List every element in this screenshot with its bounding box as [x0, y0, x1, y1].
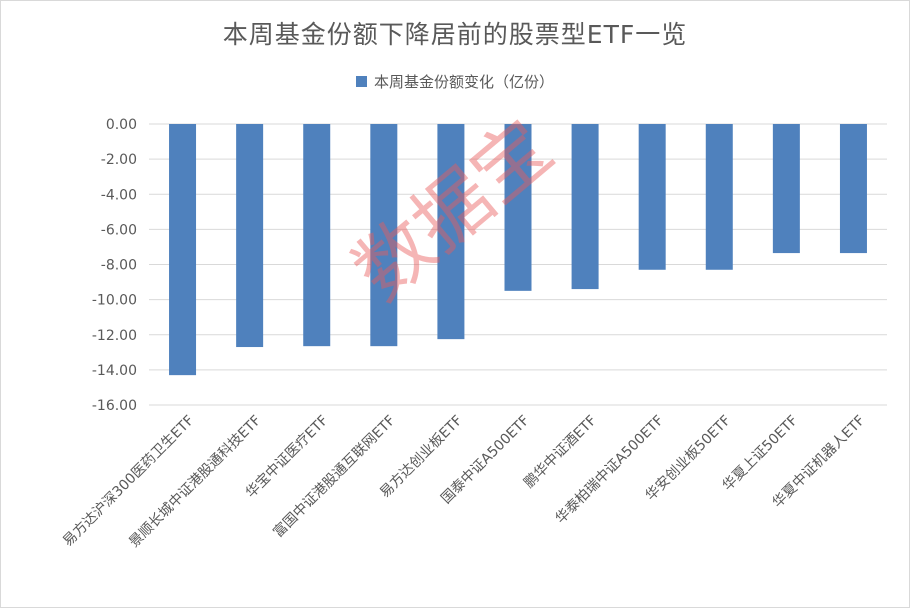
y-tick-label: -4.00	[101, 187, 137, 203]
x-axis-category-labels: 易方达沪深300医药卫生ETF景顺长城中证港股通科技ETF华宝中证医疗ETF富国…	[60, 412, 868, 551]
x-category-label: 景顺长城中证港股通科技ETF	[126, 413, 264, 551]
bar	[638, 124, 666, 270]
legend-swatch	[355, 75, 367, 87]
bar	[705, 124, 733, 270]
bar	[169, 124, 197, 376]
y-tick-label: -12.00	[92, 328, 137, 344]
y-tick-label: -2.00	[101, 152, 137, 168]
bars	[169, 124, 867, 376]
bar	[303, 124, 331, 347]
bar	[437, 124, 465, 340]
chart-title: 本周基金份额下降居前的股票型ETF一览	[222, 20, 688, 49]
bar	[571, 124, 599, 290]
y-tick-label: -14.00	[92, 363, 137, 379]
x-category-label: 华泰柏瑞中证A500ETF	[553, 413, 667, 527]
y-axis-tick-labels: 0.00 -2.00 -4.00 -6.00 -8.00 -10.00 -12.00 -14.…	[92, 117, 137, 414]
legend-label: 本周基金份额变化（亿份）	[373, 72, 554, 91]
y-tick-label: -10.00	[92, 293, 137, 309]
bar	[236, 124, 264, 348]
bar	[370, 124, 398, 347]
y-tick-label: 0.00	[106, 117, 137, 133]
bar	[504, 124, 532, 291]
x-category-label: 易方达沪深300医药卫生ETF	[60, 413, 197, 550]
y-tick-label: -8.00	[101, 258, 137, 274]
y-tick-label: -16.00	[92, 398, 137, 414]
chart-legend: 本周基金份额变化（亿份）	[1, 69, 909, 93]
y-tick-label: -6.00	[101, 222, 137, 238]
bar	[772, 124, 800, 254]
x-category-label: 富国中证港股通互联网ETF	[270, 412, 399, 541]
bar	[839, 124, 867, 254]
